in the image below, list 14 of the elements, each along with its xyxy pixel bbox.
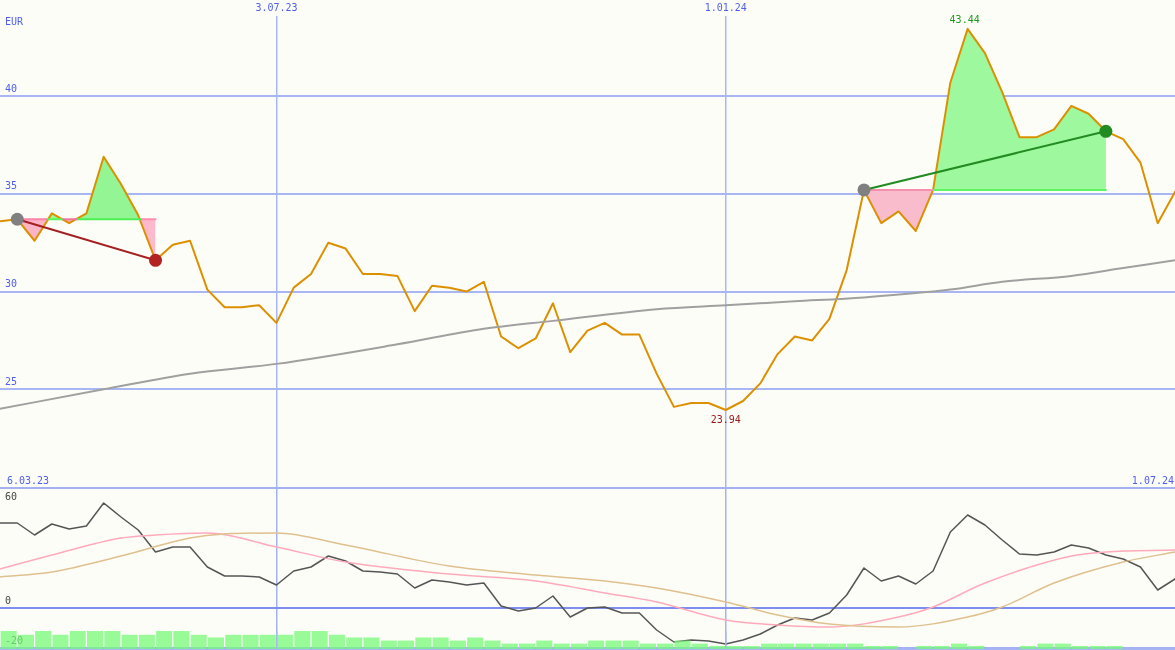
y-tick-label: 25 (5, 375, 18, 387)
y-tick-label: 30 (5, 278, 18, 290)
y-axis-title: EUR (5, 15, 25, 27)
annotation: 43.44 (949, 14, 980, 26)
bar (916, 645, 933, 649)
annotation: 23.94 (710, 413, 741, 425)
y-tick-label: 60 (5, 490, 18, 502)
y-tick-label: 35 (5, 180, 18, 192)
annotation: 1.07.24 (1131, 474, 1174, 486)
y-tick-label: 0 (5, 594, 12, 606)
annotation: 6.03.23 (7, 474, 50, 486)
x-tick-label: 1.01.24 (704, 1, 747, 13)
y-tick-label: 40 (5, 82, 18, 94)
x-tick-label: 3.07.23 (255, 1, 298, 13)
